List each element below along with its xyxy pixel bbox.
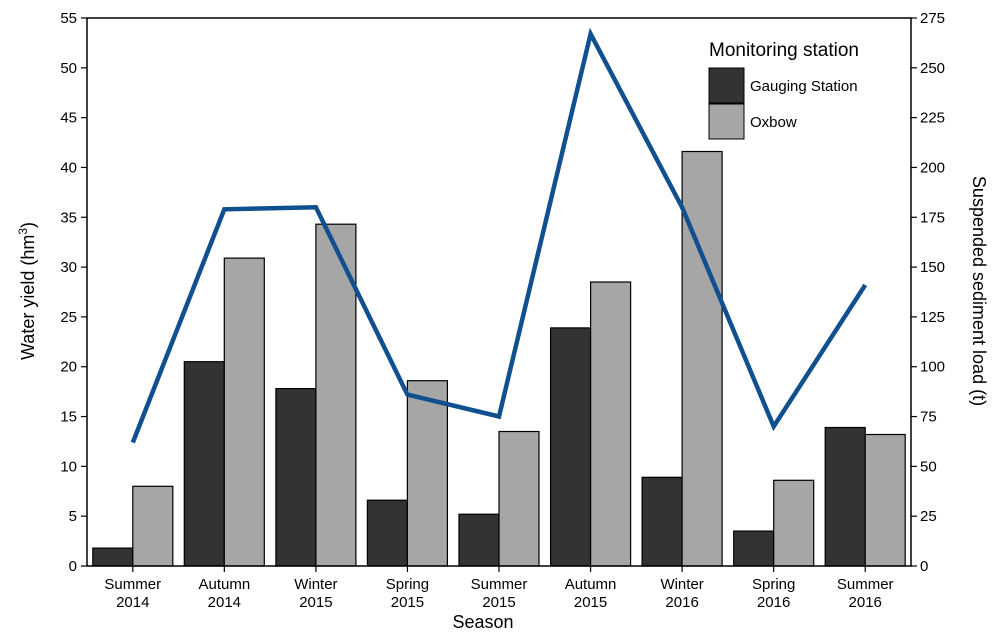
x-tick-label-line: Autumn xyxy=(198,576,250,593)
sediment-load-line xyxy=(130,27,868,444)
left-axis: 0 5 10 15 20 25 30 35 40 45 50 55 xyxy=(60,10,87,575)
bar-gauging-station-5 xyxy=(549,327,592,567)
line-layer xyxy=(130,27,868,444)
y2-tick-label: 175 xyxy=(920,209,945,226)
x-tick-label-line: Winter xyxy=(660,576,703,593)
y2-tick-label: 50 xyxy=(920,458,937,475)
bar-oxbow-4 xyxy=(498,430,540,567)
x-tick-label-line: Spring xyxy=(752,576,795,593)
x-tick-label: Spring 2015 xyxy=(386,576,429,611)
y-axis-title-sup: 3 xyxy=(16,228,30,235)
bar-gauging-station-4 xyxy=(458,513,500,567)
y2-tick-label: 75 xyxy=(920,409,937,426)
x-tick-label: Summer 2015 xyxy=(471,576,528,611)
bar-oxbow-8 xyxy=(864,433,906,567)
y-tick-label: 45 xyxy=(60,110,77,127)
y-axis-title: Water yield (hm3) xyxy=(16,222,38,360)
y-tick-label: 0 xyxy=(69,558,77,575)
x-axis-title: Season xyxy=(452,612,513,632)
x-tick-label: Winter 2016 xyxy=(660,576,703,611)
legend-label-gauging-station: Gauging Station xyxy=(750,78,858,95)
y2-tick-label: 150 xyxy=(920,259,945,276)
x-tick-label-line: 2015 xyxy=(391,594,424,611)
x-tick-label-line: Summer xyxy=(837,576,894,593)
bar-gauging-station-6 xyxy=(641,476,683,567)
bar-gauging-station-0 xyxy=(92,547,134,567)
y2-tick-label: 125 xyxy=(920,309,945,326)
y2-tick-label: 200 xyxy=(920,159,945,176)
x-tick-label-line: Summer xyxy=(471,576,528,593)
y-tick-label: 55 xyxy=(60,10,77,27)
y2-tick-label: 275 xyxy=(920,10,945,27)
y-axis-title-main: Water yield (hm xyxy=(18,235,38,360)
y2-tick-label: 250 xyxy=(920,60,945,77)
legend-label-oxbow: Oxbow xyxy=(750,114,797,131)
bar-oxbow-6 xyxy=(681,150,723,567)
x-tick-label-line: 2016 xyxy=(665,594,698,611)
y-tick-label: 50 xyxy=(60,60,77,77)
x-tick-label-line: Summer xyxy=(104,576,161,593)
legend-swatch-gauging-station xyxy=(708,67,745,104)
legend: Monitoring station Gauging Station Oxbow xyxy=(708,40,859,140)
x-tick-label-line: 2014 xyxy=(116,594,149,611)
x-tick-label-line: 2016 xyxy=(849,594,882,611)
y-tick-label: 15 xyxy=(60,409,77,426)
bars-layer xyxy=(92,150,906,567)
bar-gauging-station-1 xyxy=(183,361,225,567)
y2-tick-label: 0 xyxy=(920,558,928,575)
x-tick-label-line: Winter xyxy=(294,576,337,593)
y-tick-label: 40 xyxy=(60,159,77,176)
x-tick-label-line: Spring xyxy=(386,576,429,593)
x-tick-label: Summer 2016 xyxy=(837,576,894,611)
bar-oxbow-2 xyxy=(315,223,357,567)
y2-axis-title: Suspended sediment load (t) xyxy=(969,176,989,406)
y-tick-label: 35 xyxy=(60,209,77,226)
x-tick-label-line: 2014 xyxy=(208,594,241,611)
bar-oxbow-5 xyxy=(589,281,632,567)
y-axis-title-end: ) xyxy=(18,222,38,228)
y-tick-label: 10 xyxy=(60,458,77,475)
legend-title: Monitoring station xyxy=(709,40,859,61)
y-tick-label: 5 xyxy=(69,508,77,525)
x-tick-label-line: 2015 xyxy=(299,594,332,611)
x-tick-label: Winter 2015 xyxy=(294,576,337,611)
y2-tick-label: 100 xyxy=(920,359,945,376)
x-tick-label: Summer 2014 xyxy=(104,576,161,611)
y2-tick-label: 25 xyxy=(920,508,937,525)
right-axis: 0 25 50 75 100 125 150 175 200 225 250 275 xyxy=(911,10,945,575)
x-tick-label-line: 2015 xyxy=(574,594,607,611)
x-tick-label: Spring 2016 xyxy=(752,576,795,611)
bar-oxbow-0 xyxy=(132,485,174,567)
y-tick-label: 30 xyxy=(60,259,77,276)
bar-gauging-station-8 xyxy=(824,426,866,567)
bar-gauging-station-3 xyxy=(366,499,408,567)
bar-oxbow-1 xyxy=(223,257,265,567)
x-tick-label: Autumn 2014 xyxy=(198,576,250,611)
bar-oxbow-3 xyxy=(406,380,448,567)
y-tick-label: 25 xyxy=(60,309,77,326)
x-tick-label-line: 2016 xyxy=(757,594,790,611)
legend-swatch-oxbow xyxy=(708,103,745,140)
bar-oxbow-7 xyxy=(773,479,815,567)
x-tick-label-line: 2015 xyxy=(482,594,515,611)
y-tick-label: 20 xyxy=(60,359,77,376)
y2-tick-label: 225 xyxy=(920,110,945,127)
x-tick-label: Autumn 2015 xyxy=(565,576,617,611)
bar-gauging-station-2 xyxy=(275,388,317,567)
bar-gauging-station-7 xyxy=(733,530,775,567)
x-tick-label-line: Autumn xyxy=(565,576,617,593)
